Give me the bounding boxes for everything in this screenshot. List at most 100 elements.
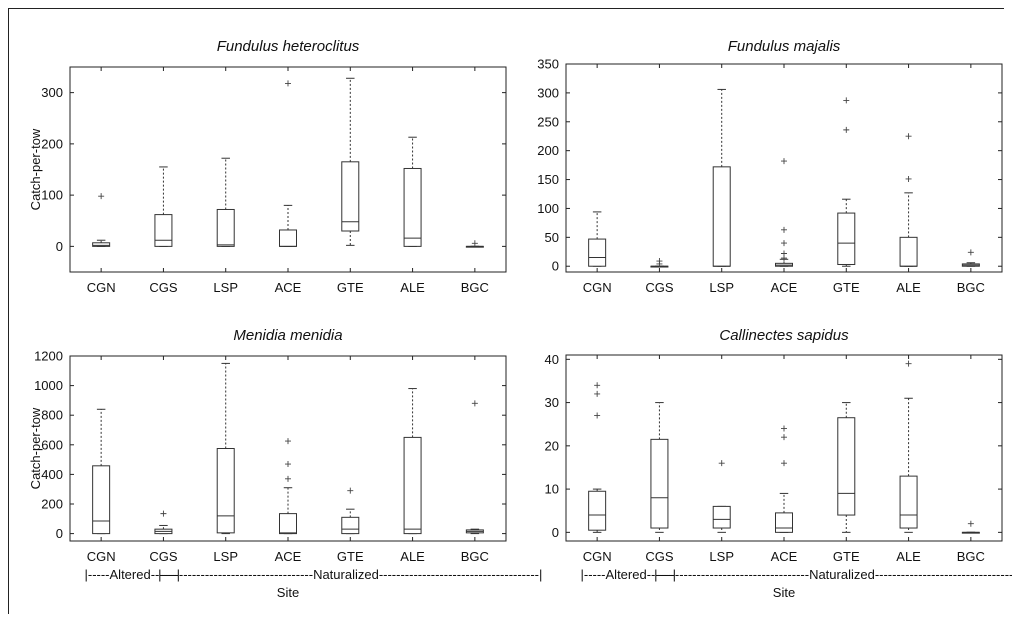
x-tick-label: LSP: [709, 549, 734, 564]
outlier-point: [285, 80, 291, 87]
outlier-point: [285, 438, 291, 445]
box-iqr: [403, 167, 422, 247]
box-gte: [341, 487, 360, 535]
box-iqr: [899, 236, 918, 267]
box-iqr: [712, 505, 731, 529]
x-tick-label: GTE: [833, 549, 860, 564]
x-tick-label: GTE: [833, 280, 860, 295]
box-ale: [403, 388, 422, 535]
y-tick-label: 800: [41, 408, 63, 423]
x-tick-label: CGS: [149, 280, 178, 295]
box-bgc: [961, 249, 980, 267]
figure-frame: [8, 8, 1004, 614]
outlier-point: [718, 460, 725, 467]
box-iqr: [650, 438, 669, 529]
y-tick-label: 50: [545, 230, 559, 245]
chart-title: Menidia menidia: [233, 327, 342, 344]
box-cgs: [154, 166, 173, 247]
box-cgs: [154, 510, 173, 535]
x-tick-label: ALE: [400, 549, 425, 564]
site-group-label: |-----Altered------|: [84, 567, 180, 582]
chart-title: Fundulus heteroclitus: [217, 38, 360, 55]
box-iqr: [588, 238, 607, 267]
box-iqr: [279, 513, 297, 535]
outlier-point: [781, 255, 787, 262]
y-tick-label: 300: [537, 85, 559, 100]
box-iqr: [154, 214, 173, 247]
x-tick-label: ALE: [896, 280, 921, 295]
y-tick-label: 0: [552, 525, 559, 540]
site-group-label: |-----Altered------|: [580, 567, 676, 582]
x-tick-label: ALE: [896, 549, 921, 564]
x-tick-label: LSP: [213, 280, 238, 295]
y-tick-label: 10: [545, 482, 559, 497]
box-iqr: [279, 229, 297, 247]
y-tick-label: 1000: [34, 378, 63, 393]
box-iqr: [899, 475, 918, 529]
box-bgc: [961, 520, 980, 534]
y-tick-label: 600: [41, 437, 63, 452]
box-iqr: [92, 242, 111, 247]
subplot-4: Callinectes sapidus 0 10 20 30 40 CGN CGS LSP ACE…: [545, 327, 1012, 600]
x-tick-label: BGC: [957, 549, 985, 564]
box-ale: [899, 360, 918, 533]
y-tick-label: 20: [545, 438, 559, 453]
outlier-point: [781, 425, 787, 432]
x-tick-label: CGN: [87, 549, 116, 564]
box-iqr: [403, 436, 422, 535]
outlier-point: [905, 360, 912, 367]
outlier-point: [781, 460, 787, 467]
y-tick-label: 400: [41, 467, 63, 482]
box-iqr: [92, 465, 111, 535]
box-bgc: [465, 240, 484, 248]
y-tick-label: 100: [537, 201, 559, 216]
y-tick-label: 0: [552, 259, 559, 274]
box-iqr: [341, 161, 360, 232]
box-cgn: [588, 211, 607, 267]
box-bgc: [465, 400, 484, 535]
x-tick-label: LSP: [213, 549, 238, 564]
box-ace: [279, 438, 297, 535]
box-ace: [775, 425, 793, 533]
outlier-point: [285, 461, 291, 468]
x-tick-label: CGS: [645, 280, 674, 295]
x-tick-label: GTE: [337, 280, 364, 295]
outlier-point: [905, 175, 912, 182]
x-tick-label: CGN: [583, 280, 612, 295]
box-iqr: [216, 448, 235, 534]
y-tick-label: 300: [41, 85, 63, 100]
y-tick-label: 100: [41, 188, 63, 203]
outlier-point: [781, 240, 787, 247]
chart-title: Fundulus majalis: [728, 38, 841, 55]
x-tick-label: ACE: [275, 280, 302, 295]
y-axis-label: Catch-per-tow: [28, 128, 43, 210]
chart-title: Callinectes sapidus: [719, 327, 849, 344]
box-ale: [403, 136, 422, 247]
outlier-point: [781, 434, 787, 441]
outlier-point: [594, 412, 601, 419]
x-tick-label: ALE: [400, 280, 425, 295]
box-lsp: [712, 460, 731, 533]
box-ace: [279, 80, 297, 247]
site-group-label: |-----------------------------------Natu…: [158, 567, 542, 582]
box-gte: [837, 97, 856, 267]
y-tick-label: 350: [537, 57, 559, 72]
subplot-1: Fundulus heteroclitus 0 100 200 300 Catch-per…: [28, 38, 507, 295]
x-tick-label: ACE: [771, 549, 798, 564]
x-axis-label: Site: [773, 585, 795, 600]
box-iqr: [216, 208, 235, 247]
y-tick-label: 0: [56, 239, 63, 254]
box-iqr: [588, 490, 607, 531]
y-tick-label: 0: [56, 526, 63, 541]
y-tick-label: 200: [41, 497, 63, 512]
x-tick-label: BGC: [957, 280, 985, 295]
outlier-point: [594, 390, 601, 397]
outlier-point: [160, 510, 167, 517]
box-lsp: [712, 88, 731, 267]
outlier-point: [594, 382, 601, 389]
outlier-point: [967, 249, 974, 256]
y-tick-label: 200: [537, 143, 559, 158]
y-tick-label: 30: [545, 395, 559, 410]
x-tick-label: ACE: [275, 549, 302, 564]
x-tick-label: ACE: [771, 280, 798, 295]
